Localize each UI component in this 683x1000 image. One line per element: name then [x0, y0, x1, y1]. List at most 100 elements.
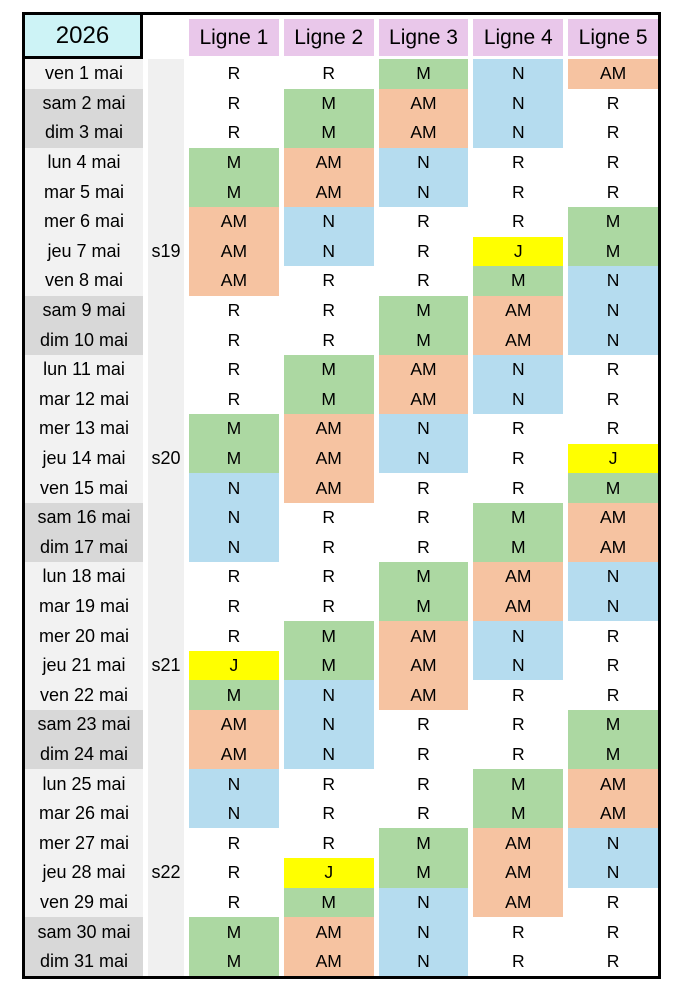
week-number-cell: [148, 828, 184, 859]
shift-cell: R: [189, 828, 279, 859]
shift-cell: AM: [473, 295, 564, 326]
shift-cell: M: [473, 266, 564, 296]
shift-cell: M: [189, 177, 279, 207]
shift-cell: AM: [378, 354, 469, 385]
shift-cell: M: [378, 858, 469, 888]
week-number-cell: [148, 88, 184, 119]
shift-cell: N: [378, 147, 469, 178]
shift-cell: M: [378, 828, 469, 859]
shift-cell: R: [378, 798, 469, 829]
shift-cell: M: [568, 739, 658, 770]
shift-cell: R: [189, 295, 279, 326]
date-cell: ven 15 mai: [25, 473, 143, 503]
week-number-cell: [148, 266, 184, 296]
shift-cell: R: [189, 562, 279, 592]
shift-cell: M: [568, 236, 658, 267]
date-cell: lun 25 mai: [25, 769, 143, 799]
column-header-ligne-1: Ligne 1: [189, 19, 279, 56]
shift-cell: R: [378, 710, 469, 740]
shift-cell: AM: [568, 502, 658, 533]
shift-cell: R: [473, 147, 564, 178]
shift-cell: N: [568, 295, 658, 326]
date-cell: dim 10 mai: [25, 325, 143, 355]
shift-cell: N: [283, 710, 374, 740]
shift-cell: M: [189, 917, 279, 947]
shift-cell: N: [378, 917, 469, 947]
shift-cell: R: [473, 739, 564, 770]
shift-cell: AM: [473, 325, 564, 355]
shift-cell: N: [378, 443, 469, 474]
week-number-cell: [148, 473, 184, 503]
shift-cell: N: [473, 88, 564, 119]
shift-cell: AM: [189, 206, 279, 237]
shift-cell: R: [378, 473, 469, 503]
date-cell: mer 13 mai: [25, 414, 143, 444]
shift-cell: M: [473, 502, 564, 533]
column-header-ligne-5: Ligne 5: [568, 19, 658, 56]
shift-cell: N: [189, 532, 279, 563]
shift-cell: R: [283, 591, 374, 622]
date-cell: sam 30 mai: [25, 917, 143, 947]
shift-cell: AM: [189, 739, 279, 770]
shift-cell: AM: [473, 887, 564, 918]
shift-cell: R: [473, 206, 564, 237]
date-cell: dim 17 mai: [25, 532, 143, 563]
shift-cell: AM: [568, 532, 658, 563]
date-cell: jeu 7 mai: [25, 236, 143, 267]
shift-cell: AM: [568, 59, 658, 89]
shift-cell: AM: [473, 562, 564, 592]
date-cell: lun 4 mai: [25, 147, 143, 178]
shift-cell: AM: [568, 769, 658, 799]
shift-cell: M: [378, 59, 469, 89]
date-cell: ven 29 mai: [25, 887, 143, 918]
week-number-cell: [148, 946, 184, 977]
week-number-cell: [148, 562, 184, 592]
shift-cell: N: [473, 118, 564, 148]
shift-cell: R: [568, 680, 658, 711]
shift-cell: R: [189, 887, 279, 918]
week-number-cell: [148, 384, 184, 415]
shift-cell: R: [189, 88, 279, 119]
shift-cell: R: [568, 414, 658, 444]
column-header-ligne-3: Ligne 3: [378, 19, 469, 56]
shift-cell: M: [473, 769, 564, 799]
shift-cell: M: [189, 680, 279, 711]
shift-cell: AM: [189, 266, 279, 296]
week-number-cell: [148, 739, 184, 770]
date-cell: ven 22 mai: [25, 680, 143, 711]
week-number-cell: s21: [148, 650, 184, 681]
column-header-ligne-2: Ligne 2: [283, 19, 374, 56]
shift-cell: J: [283, 858, 374, 888]
shift-cell: AM: [378, 118, 469, 148]
shift-cell: R: [568, 946, 658, 977]
shift-cell: M: [568, 710, 658, 740]
week-number-cell: [148, 532, 184, 563]
shift-cell: AM: [378, 680, 469, 711]
shift-cell: M: [283, 650, 374, 681]
shift-cell: R: [473, 473, 564, 503]
shift-cell: R: [568, 650, 658, 681]
date-cell: lun 18 mai: [25, 562, 143, 592]
week-number-cell: [148, 325, 184, 355]
shift-cell: N: [568, 325, 658, 355]
shift-cell: R: [568, 88, 658, 119]
shift-cell: R: [568, 118, 658, 148]
week-number-cell: s19: [148, 236, 184, 267]
shift-cell: R: [378, 236, 469, 267]
shift-cell: AM: [378, 621, 469, 651]
date-cell: mar 26 mai: [25, 798, 143, 829]
date-cell: lun 11 mai: [25, 354, 143, 385]
week-number-cell: [148, 354, 184, 385]
shift-cell: AM: [189, 236, 279, 267]
shift-cell: R: [283, 325, 374, 355]
week-number-cell: [148, 206, 184, 237]
shift-cell: R: [473, 710, 564, 740]
week-number-cell: [148, 710, 184, 740]
date-cell: ven 1 mai: [25, 59, 143, 89]
shift-cell: R: [473, 414, 564, 444]
week-number-cell: s22: [148, 858, 184, 888]
shift-cell: M: [283, 118, 374, 148]
shift-cell: R: [283, 502, 374, 533]
date-cell: mer 20 mai: [25, 621, 143, 651]
shift-cell: N: [189, 473, 279, 503]
